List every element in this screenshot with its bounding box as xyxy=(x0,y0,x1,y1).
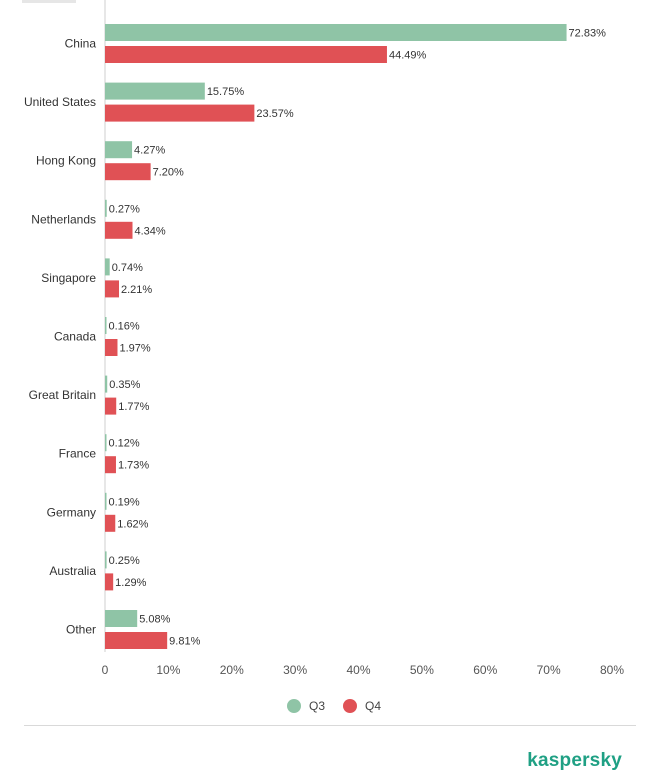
bar-q4-china xyxy=(105,46,387,63)
bar-q4-great-britain xyxy=(105,397,117,415)
bar-q3-hong-kong xyxy=(105,141,133,159)
data-label-q4-hong-kong: 7.20% xyxy=(153,167,184,179)
data-label-q4-united-states: 23.57% xyxy=(256,108,294,120)
bar-q3-united-states xyxy=(105,82,205,100)
bar-q4-australia xyxy=(105,573,114,591)
bar-q4-canada xyxy=(105,339,118,356)
top-tab-decoration xyxy=(22,0,76,3)
bar-q4-germany xyxy=(105,514,116,532)
category-label-germany: Germany xyxy=(47,505,96,519)
x-tick-label-50: 50% xyxy=(410,663,434,677)
bar-q3-germany xyxy=(105,492,107,510)
legend-label-q4: Q4 xyxy=(365,699,382,713)
category-label-netherlands: Netherlands xyxy=(31,212,96,226)
bar-q3-canada xyxy=(105,317,107,334)
data-label-q3-united-states: 15.75% xyxy=(207,86,245,98)
data-label-q4-germany: 1.62% xyxy=(117,518,148,530)
legend-marker-q3-icon xyxy=(286,699,301,713)
category-label-hong-kong: Hong Kong xyxy=(36,154,96,168)
category-label-canada: Canada xyxy=(54,330,96,344)
category-label-australia: Australia xyxy=(49,564,96,578)
bar-q3-australia xyxy=(105,551,107,569)
bar-q3-netherlands xyxy=(105,199,107,217)
category-label-france: France xyxy=(59,447,97,461)
category-label-united-states: United States xyxy=(24,95,96,109)
data-label-q4-australia: 1.29% xyxy=(115,577,146,589)
x-tick-label-20: 20% xyxy=(220,663,244,677)
data-label-q4-great-britain: 1.77% xyxy=(118,401,149,413)
bar-q3-singapore xyxy=(105,258,110,276)
category-label-other: Other xyxy=(66,623,96,637)
x-tick-label-80: 80% xyxy=(600,663,624,677)
x-tick-label-60: 60% xyxy=(473,663,497,677)
data-label-q3-australia: 0.25% xyxy=(109,555,140,567)
data-label-q3-great-britain: 0.35% xyxy=(109,379,140,391)
legend-item-q3[interactable]: Q3 xyxy=(286,699,325,713)
bar-q4-netherlands xyxy=(105,221,133,239)
data-label-q3-hong-kong: 4.27% xyxy=(134,145,165,157)
data-label-q4-other: 9.81% xyxy=(169,636,200,648)
data-label-q3-germany: 0.19% xyxy=(109,496,140,508)
kaspersky-logo: kaspersky xyxy=(527,750,622,771)
bar-q3-other xyxy=(105,610,138,627)
category-label-singapore: Singapore xyxy=(41,271,96,285)
legend-item-q4[interactable]: Q4 xyxy=(343,699,381,713)
data-label-q4-china: 44.49% xyxy=(389,50,427,62)
data-label-q3-other: 5.08% xyxy=(139,614,170,626)
data-label-q4-netherlands: 4.34% xyxy=(135,225,166,237)
legend-label-q3: Q3 xyxy=(308,699,325,713)
chart-legend: Q3 Q4 xyxy=(0,696,668,716)
data-label-q4-canada: 1.97% xyxy=(119,343,150,355)
x-tick-label-30: 30% xyxy=(283,663,307,677)
bar-q4-france xyxy=(105,456,116,474)
data-label-q4-france: 1.73% xyxy=(118,460,149,472)
bar-chart: China 72.83% 44.49% United States 15.75% 23.5… xyxy=(24,0,624,677)
data-label-q3-france: 0.12% xyxy=(109,438,140,450)
bar-q3-france xyxy=(105,434,107,452)
x-tick-label-40: 40% xyxy=(346,663,370,677)
footer-divider xyxy=(24,725,636,726)
x-tick-label-10: 10% xyxy=(156,663,180,677)
category-label-great-britain: Great Britain xyxy=(29,388,96,402)
data-label-q3-netherlands: 0.27% xyxy=(109,203,140,215)
legend-marker-q4-icon xyxy=(343,699,357,713)
bar-q4-singapore xyxy=(105,280,120,298)
data-label-q3-singapore: 0.74% xyxy=(112,262,143,274)
data-label-q3-canada: 0.16% xyxy=(109,321,140,333)
bar-q3-china xyxy=(105,24,567,41)
bar-q4-other xyxy=(105,632,168,649)
x-tick-label-70: 70% xyxy=(537,663,561,677)
x-tick-label-0: 0 xyxy=(102,663,109,677)
data-label-q4-singapore: 2.21% xyxy=(121,284,152,296)
data-label-q3-china: 72.83% xyxy=(569,28,607,40)
category-label-china: China xyxy=(65,37,97,51)
bar-q4-hong-kong xyxy=(105,163,151,181)
bar-q3-great-britain xyxy=(105,375,108,393)
bar-q4-united-states xyxy=(105,104,255,122)
